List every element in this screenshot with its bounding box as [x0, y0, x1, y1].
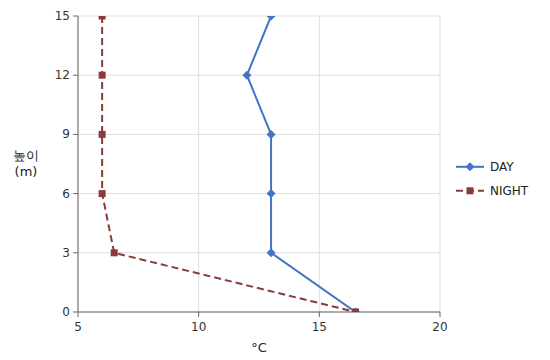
grid-line-y — [78, 134, 440, 135]
y-tick — [73, 134, 78, 135]
x-tick-label: 10 — [191, 320, 206, 334]
grid-line-x — [198, 16, 199, 312]
grid-line-y — [78, 16, 440, 17]
y-tick-label: 3 — [62, 246, 70, 260]
legend-label: NIGHT — [490, 184, 529, 198]
x-tick — [319, 312, 320, 317]
grid-line-y — [78, 312, 440, 313]
x-tick — [198, 312, 199, 317]
point — [267, 16, 276, 21]
y-tick — [73, 193, 78, 194]
grid-line-x — [78, 16, 79, 312]
legend-label: DAY — [490, 160, 514, 174]
point — [99, 190, 106, 197]
point — [267, 189, 276, 198]
series-line — [102, 16, 355, 312]
x-tick-label: 20 — [432, 320, 447, 334]
y-axis-label: 높이(m) — [13, 148, 39, 179]
y-tick — [73, 252, 78, 253]
x-tick — [78, 312, 79, 317]
plot-area — [99, 16, 360, 312]
grid-line-x — [440, 16, 441, 312]
chart-container: 5 10 15 20 0 3 6 9 12 15 °C 높이(m) DAY NIGHT — [0, 0, 550, 360]
y-tick — [73, 312, 78, 313]
y-axis-line — [78, 16, 79, 312]
series-line — [247, 16, 356, 312]
y-tick — [73, 16, 78, 17]
chart: 5 10 15 20 0 3 6 9 12 15 °C 높이(m) DAY NIGHT — [0, 0, 550, 360]
point — [111, 249, 118, 256]
x-axis-label: °C — [251, 340, 267, 355]
legend-marker — [466, 162, 475, 171]
grid-line-y — [78, 252, 440, 253]
x-tick-label: 15 — [312, 320, 327, 334]
y-tick-label: 6 — [62, 187, 70, 201]
grid-line-y — [78, 75, 440, 76]
grid — [78, 16, 440, 312]
point — [351, 308, 360, 313]
x-axis-line — [78, 312, 440, 313]
legend-marker — [467, 187, 474, 194]
y-tick-label: 9 — [62, 127, 70, 141]
point — [352, 309, 359, 313]
point — [267, 248, 276, 257]
point — [99, 131, 106, 138]
grid-line-x — [319, 16, 320, 312]
point — [242, 71, 251, 80]
x-tick-label: 5 — [74, 320, 82, 334]
x-tick — [440, 312, 441, 317]
y-tick — [73, 75, 78, 76]
legend: DAY NIGHT — [456, 160, 529, 198]
y-tick-label: 12 — [55, 68, 70, 82]
background — [0, 0, 550, 360]
axes: 5 10 15 20 0 3 6 9 12 15 — [55, 9, 448, 334]
y-tick-label: 0 — [62, 305, 70, 319]
point — [267, 130, 276, 139]
grid-line-y — [78, 193, 440, 194]
point — [99, 72, 106, 79]
y-tick-label: 15 — [55, 9, 70, 23]
point — [99, 16, 106, 20]
